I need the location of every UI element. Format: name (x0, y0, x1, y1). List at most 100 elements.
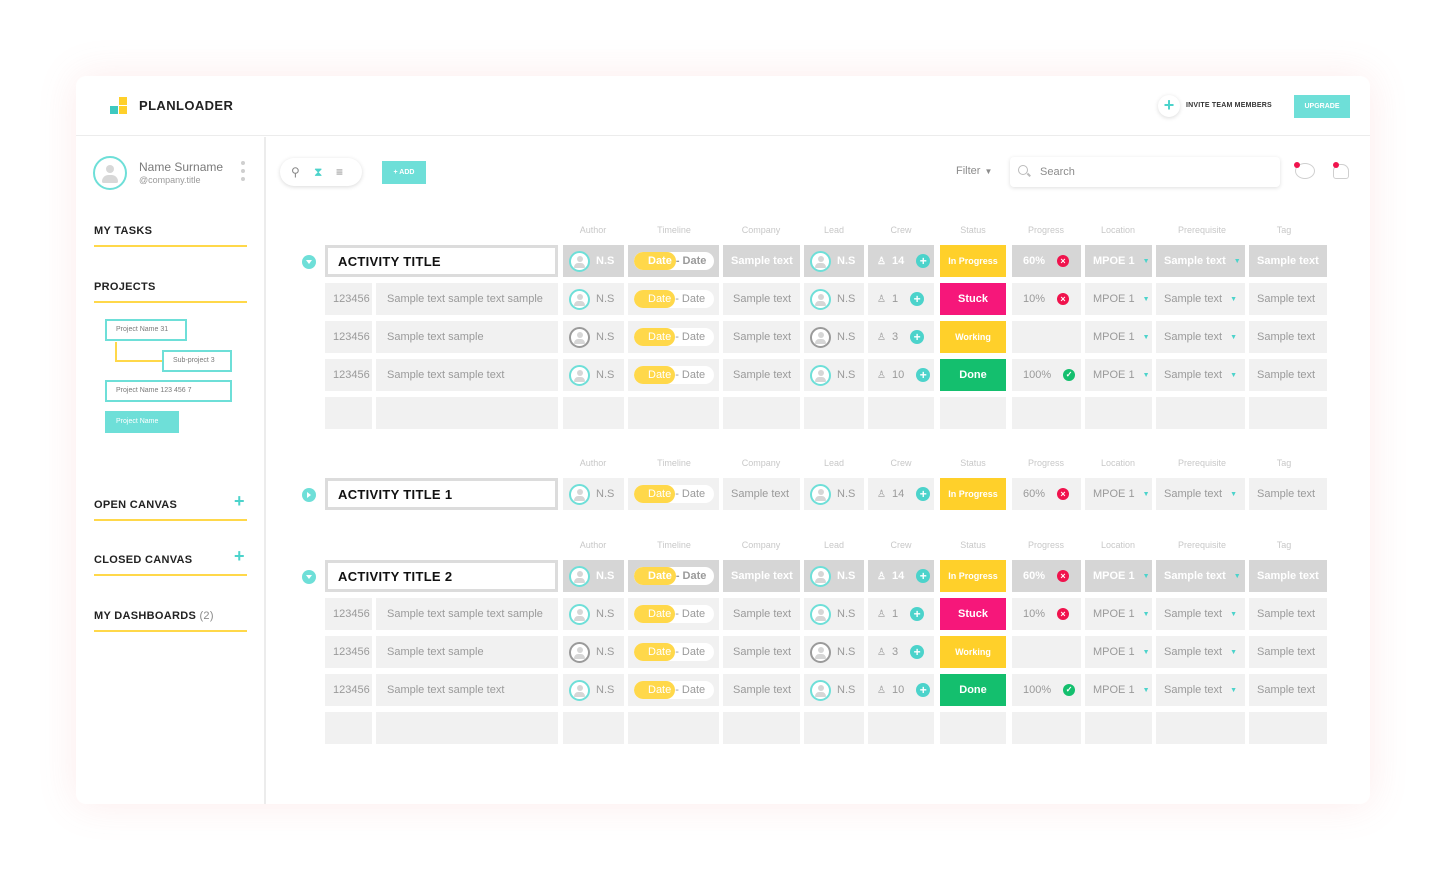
location-cell[interactable]: MPOE 1 ▼ (1085, 560, 1152, 592)
timeline-cell[interactable]: Date - Date (628, 674, 719, 706)
location-cell[interactable]: MPOE 1 ▼ (1085, 598, 1152, 630)
add-closed-canvas-icon[interactable]: + (234, 546, 245, 566)
add-crew-icon[interactable]: + (910, 330, 925, 344)
sidebar-item-my-dashboards[interactable]: MY DASHBOARDS (2) (94, 610, 214, 622)
project-node-selected[interactable]: Project Name (105, 411, 179, 433)
empty-cell[interactable] (940, 397, 1006, 429)
bell-icon[interactable] (1333, 164, 1349, 179)
empty-cell[interactable] (723, 712, 800, 744)
status-badge[interactable]: Working (940, 321, 1006, 353)
add-crew-icon[interactable]: + (910, 607, 925, 621)
timeline-cell[interactable]: Date - Date (628, 598, 719, 630)
add-crew-icon[interactable]: + (916, 683, 931, 697)
list-view-icon[interactable]: ≡ (336, 165, 344, 179)
lead-cell[interactable]: N.S (804, 321, 864, 353)
timeline-cell[interactable]: Date - Date (628, 359, 719, 391)
sidebar-item-closed-canvas[interactable]: CLOSED CANVAS (94, 554, 193, 566)
timeline-cell[interactable]: Date - Date (628, 283, 719, 315)
timeline-range[interactable]: Date - Date (634, 252, 714, 270)
tag-cell[interactable]: Sample text (1249, 636, 1327, 668)
add-crew-icon[interactable]: + (910, 292, 925, 306)
location-cell[interactable]: MPOE 1 ▼ (1085, 636, 1152, 668)
search-input[interactable] (1040, 163, 1270, 181)
task-name-cell[interactable]: Sample text sample text sample (376, 283, 558, 315)
author-cell[interactable]: N.S (563, 478, 624, 510)
crew-cell[interactable]: ♙ 3 + (868, 321, 934, 353)
status-badge[interactable]: Stuck (940, 598, 1006, 630)
empty-cell[interactable] (1085, 397, 1152, 429)
timeline-range[interactable]: Date - Date (634, 290, 714, 308)
task-name-cell[interactable]: Sample text sample (376, 321, 558, 353)
empty-cell[interactable] (1156, 712, 1245, 744)
timeline-cell[interactable]: Date - Date (628, 478, 719, 510)
close-circle-icon[interactable]: × (1057, 570, 1070, 582)
tag-cell[interactable]: Sample text (1249, 560, 1327, 592)
location-cell[interactable]: MPOE 1 ▼ (1085, 478, 1152, 510)
tag-cell[interactable]: Sample text (1249, 359, 1327, 391)
prerequisite-cell[interactable]: Sample text ▼ (1156, 598, 1245, 630)
timeline-range[interactable]: Date - Date (634, 567, 714, 585)
project-node[interactable]: Project Name 31 (105, 319, 187, 341)
crew-cell[interactable]: ♙ 1 + (868, 283, 934, 315)
expand-toggle-icon[interactable] (302, 488, 316, 502)
empty-cell[interactable] (1012, 712, 1081, 744)
crew-cell[interactable]: ♙ 14 + (868, 245, 934, 277)
timeline-cell[interactable]: Date - Date (628, 636, 719, 668)
task-name-cell[interactable]: Sample text sample (376, 636, 558, 668)
author-cell[interactable]: N.S (563, 598, 624, 630)
location-cell[interactable]: MPOE 1 ▼ (1085, 245, 1152, 277)
close-circle-icon[interactable]: × (1057, 293, 1070, 305)
timeline-range[interactable]: Date - Date (634, 485, 714, 503)
empty-cell[interactable] (563, 712, 624, 744)
company-cell[interactable]: Sample text (723, 245, 800, 277)
empty-cell[interactable] (376, 712, 558, 744)
project-node[interactable]: Project Name 123 456 7 (105, 380, 232, 402)
add-crew-icon[interactable]: + (916, 569, 931, 583)
add-crew-icon[interactable]: + (916, 254, 931, 268)
lead-cell[interactable]: N.S (804, 636, 864, 668)
empty-cell[interactable] (628, 397, 719, 429)
lead-cell[interactable]: N.S (804, 478, 864, 510)
tag-cell[interactable]: Sample text (1249, 478, 1327, 510)
empty-cell[interactable] (325, 397, 372, 429)
collapse-toggle-icon[interactable] (302, 570, 316, 584)
company-cell[interactable]: Sample text (723, 321, 800, 353)
lead-cell[interactable]: N.S (804, 283, 864, 315)
status-badge[interactable]: In Progress (940, 478, 1006, 510)
timeline-cell[interactable]: Date - Date (628, 245, 719, 277)
tag-cell[interactable]: Sample text (1249, 598, 1327, 630)
empty-cell[interactable] (1012, 397, 1081, 429)
upgrade-button[interactable]: UPGRADE (1294, 95, 1350, 118)
activity-title[interactable]: ACTIVITY TITLE 2 (325, 560, 558, 592)
lead-cell[interactable]: N.S (804, 674, 864, 706)
lead-cell[interactable]: N.S (804, 245, 864, 277)
status-badge[interactable]: Done (940, 359, 1006, 391)
task-name-cell[interactable]: Sample text sample text (376, 359, 558, 391)
crew-cell[interactable]: ♙ 3 + (868, 636, 934, 668)
empty-cell[interactable] (628, 712, 719, 744)
location-cell[interactable]: MPOE 1 ▼ (1085, 321, 1152, 353)
location-cell[interactable]: MPOE 1 ▼ (1085, 283, 1152, 315)
location-cell[interactable]: MPOE 1 ▼ (1085, 674, 1152, 706)
add-crew-icon[interactable]: + (910, 645, 925, 659)
sidebar-item-open-canvas[interactable]: OPEN CANVAS (94, 499, 178, 511)
tag-cell[interactable]: Sample text (1249, 245, 1327, 277)
activity-title[interactable]: ACTIVITY TITLE (325, 245, 558, 277)
author-cell[interactable]: N.S (563, 245, 624, 277)
close-circle-icon[interactable]: × (1057, 255, 1070, 267)
timeline-cell[interactable]: Date - Date (628, 560, 719, 592)
author-cell[interactable]: N.S (563, 636, 624, 668)
add-crew-icon[interactable]: + (916, 368, 931, 382)
empty-cell[interactable] (1249, 397, 1327, 429)
close-circle-icon[interactable]: × (1057, 608, 1070, 620)
timeline-range[interactable]: Date - Date (634, 605, 714, 623)
timeline-range[interactable]: Date - Date (634, 643, 714, 661)
empty-cell[interactable] (868, 712, 934, 744)
location-pin-icon[interactable]: ⚲ (291, 165, 300, 179)
status-badge[interactable]: In Progress (940, 560, 1006, 592)
invite-team-members-button[interactable]: INVITE TEAM MEMBERS (1186, 102, 1272, 109)
lead-cell[interactable]: N.S (804, 598, 864, 630)
empty-cell[interactable] (1249, 712, 1327, 744)
company-cell[interactable]: Sample text (723, 283, 800, 315)
timeline-range[interactable]: Date - Date (634, 681, 714, 699)
